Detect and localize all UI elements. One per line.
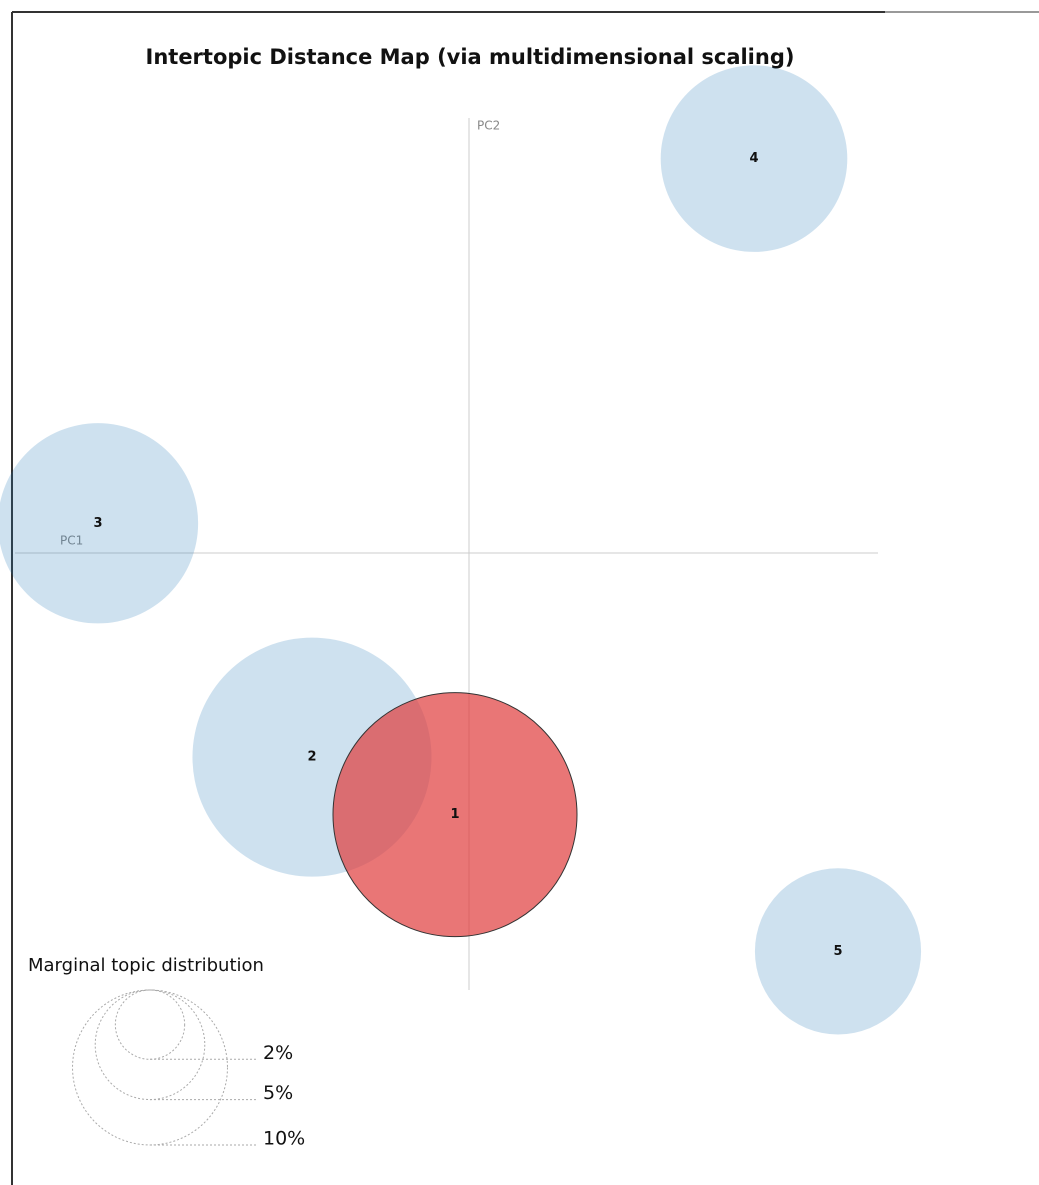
chart-title: Intertopic Distance Map (via multidimens… (146, 45, 795, 69)
x-axis-label: PC1 (60, 534, 83, 548)
legend-title: Marginal topic distribution (28, 955, 264, 976)
legend-circle (72, 989, 228, 1146)
topic-label: 4 (749, 151, 758, 166)
legend-label: 10% (263, 1127, 305, 1149)
topic-bubble (332, 692, 578, 938)
topic-label: 1 (450, 807, 459, 822)
topic-bubble (660, 65, 848, 252)
legend-label: 5% (263, 1082, 293, 1104)
topic-bubble (754, 868, 922, 1035)
legend-circle (94, 989, 206, 1101)
topic-label: 2 (307, 750, 316, 765)
legend-label: 2% (263, 1042, 293, 1064)
topic-label: 5 (833, 944, 842, 959)
legend-circle (114, 989, 186, 1060)
y-axis-label: PC2 (477, 119, 500, 133)
topic-label: 3 (93, 516, 102, 531)
topic-bubble (0, 423, 199, 624)
